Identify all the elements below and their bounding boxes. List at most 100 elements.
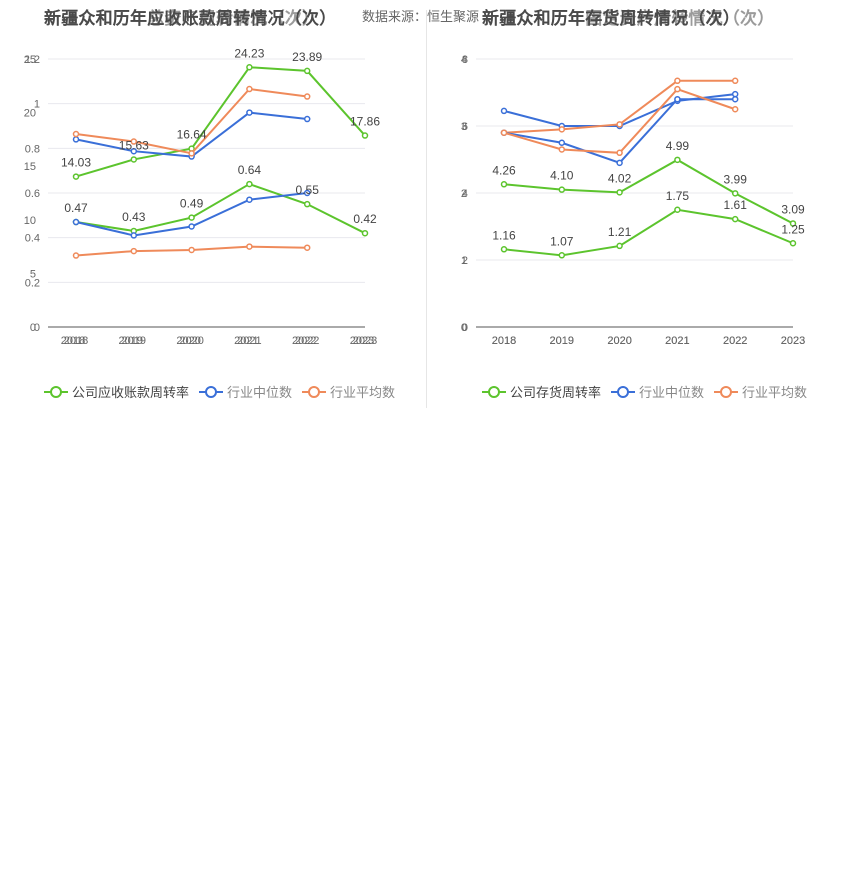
data-point (130, 147, 138, 155)
data-point (188, 223, 195, 230)
data-point (500, 181, 508, 188)
x-tick-label: 2023 (781, 335, 805, 347)
data-label: 1.61 (724, 198, 748, 212)
legend-item[interactable]: 行业平均数 (302, 382, 395, 401)
y-tick-label: 4 (462, 188, 468, 200)
data-label: 4.02 (608, 171, 632, 185)
legend-swatch-icon (199, 385, 224, 399)
data-label: 4.26 (492, 163, 516, 177)
data-point (731, 106, 739, 113)
x-tick-label: 2023 (781, 335, 805, 347)
data-point (72, 252, 80, 259)
data-point (303, 200, 311, 208)
data-point (731, 190, 739, 197)
right-legend[interactable]: 公司存货周转率 行业中位数 行业平均数 (482, 382, 807, 401)
y-tick-label: 3 (461, 121, 467, 133)
y-tick-label: 0.2 (25, 277, 40, 289)
data-point (558, 126, 566, 133)
left-chart-panel: 新疆众和历年应收账款周转情况（次） 新疆众和历年总资产周转情况（次） 数据来源：… (0, 0, 479, 410)
y-tick-label: 0.6 (25, 188, 40, 200)
y-tick-label: 0.4 (25, 233, 40, 245)
y-tick-label: 10 (24, 215, 36, 227)
data-label: 0.49 (180, 197, 204, 211)
x-tick-label: 2018 (61, 335, 85, 347)
data-point (616, 159, 623, 167)
legend-swatch-icon (44, 385, 68, 399)
y-tick-label: 15 (24, 161, 36, 173)
y-tick-label: 20 (24, 108, 36, 120)
legend-label: 公司应收账款周转率 (72, 385, 190, 400)
data-label: 1.16 (492, 228, 516, 242)
legend-item[interactable]: 行业中位数 (199, 382, 292, 401)
panel-divider (426, 10, 427, 408)
data-source-text: 数据来源：恒生聚源 (362, 9, 480, 24)
y-tick-label: 6 (462, 121, 468, 133)
data-point (246, 180, 253, 188)
data-label: 0.42 (353, 212, 377, 226)
x-tick-label: 2020 (176, 335, 200, 347)
data-label: 4.10 (550, 169, 574, 183)
legend-label: 公司存货周转率 (510, 385, 602, 400)
legend-swatch-icon (611, 385, 636, 399)
data-point (72, 218, 80, 226)
x-tick-label: 2022 (292, 335, 316, 347)
x-tick-label: 2023 (350, 335, 374, 347)
legend-label: 行业中位数 (639, 385, 705, 400)
legend-item[interactable]: 行业中位数 (611, 382, 704, 401)
x-tick-label: 2021 (234, 335, 258, 347)
data-point (616, 149, 623, 157)
legend-swatch-icon (482, 385, 506, 399)
data-point (72, 136, 80, 143)
y-tick-label: 1 (461, 255, 467, 267)
data-point (558, 186, 566, 193)
x-tick-label: 2020 (179, 335, 203, 347)
x-tick-label: 2019 (119, 335, 143, 347)
data-point (130, 156, 138, 163)
series-line (503, 208, 794, 257)
data-point (500, 129, 508, 136)
y-tick-label: 0 (30, 322, 36, 334)
y-tick-label: 1 (34, 99, 40, 111)
x-tick-label: 2019 (550, 335, 574, 347)
data-point (500, 246, 508, 253)
x-tick-label: 2020 (607, 335, 631, 347)
legend-label: 行业平均数 (742, 385, 808, 400)
x-tick-label: 2019 (550, 335, 574, 347)
chart-title: 新疆众和历年应收账款周转情况（次） (44, 9, 337, 28)
x-tick-label: 2019 (122, 335, 146, 347)
data-label: 14.03 (61, 156, 91, 170)
data-label: 24.23 (234, 46, 264, 60)
legend-item[interactable]: 公司应收账款周转率 (44, 382, 189, 401)
data-point (558, 139, 566, 146)
y-tick-label: 5 (30, 268, 36, 280)
x-tick-label: 2018 (492, 335, 516, 347)
data-point (674, 156, 681, 164)
data-point (361, 229, 369, 237)
series-line (75, 87, 308, 155)
y-tick-label: 0 (461, 322, 467, 334)
chart-title: 新疆众和历年存货周转情况（次） (482, 9, 740, 28)
y-tick-label: 0 (462, 322, 468, 334)
data-label: 15.63 (119, 138, 149, 152)
data-label: 1.25 (781, 222, 805, 236)
data-point (303, 115, 311, 123)
data-label: 16.64 (177, 128, 207, 142)
data-point (789, 220, 797, 227)
y-tick-label: 2 (461, 188, 467, 200)
legend-item[interactable]: 公司存货周转率 (482, 382, 601, 401)
x-tick-label: 2023 (353, 335, 377, 347)
series-line (75, 182, 366, 235)
data-point (246, 64, 253, 71)
data-point (188, 214, 195, 221)
data-point (616, 189, 623, 196)
y-tick-label: 25 (24, 54, 36, 66)
data-point (303, 67, 311, 75)
x-tick-label: 2020 (607, 335, 631, 347)
legend-swatch-icon (714, 385, 739, 399)
x-tick-label: 2018 (64, 335, 88, 347)
left-legend[interactable]: 公司应收账款周转率 行业中位数 行业平均数 (44, 382, 395, 401)
legend-item[interactable]: 行业平均数 (714, 382, 807, 401)
x-tick-label: 2021 (665, 335, 689, 347)
data-point (72, 130, 80, 138)
